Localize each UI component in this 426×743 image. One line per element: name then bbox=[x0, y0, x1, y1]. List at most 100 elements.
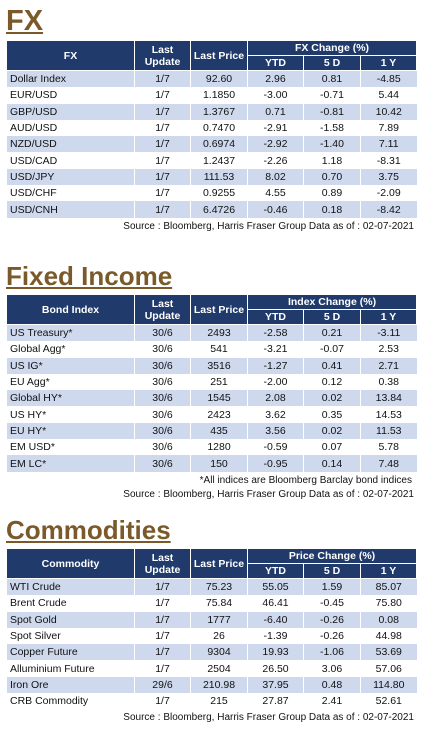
row-value: -0.45 bbox=[303, 595, 361, 612]
fixed-income-table: Bond Index Last Update Last Price Index … bbox=[6, 294, 418, 472]
row-value: -3.00 bbox=[247, 87, 304, 104]
row-label: EUR/USD bbox=[6, 87, 135, 104]
fixed-income-note: *All indices are Bloomberg Barclay bond … bbox=[199, 474, 412, 486]
row-label: USD/CAD bbox=[6, 152, 135, 169]
commodities-section: Commodities Commodity Last Update Last P… bbox=[6, 514, 418, 724]
row-value: 1777 bbox=[190, 611, 248, 628]
row-value: 1/7 bbox=[134, 103, 191, 120]
row-value: 111.53 bbox=[190, 168, 248, 186]
row-value: -1.40 bbox=[303, 136, 361, 153]
row-value: 0.41 bbox=[303, 357, 361, 374]
fx-section: FX FX Last Update Last Price FX Change (… bbox=[6, 4, 417, 232]
row-value: 210.98 bbox=[190, 676, 248, 694]
row-value: 1/7 bbox=[134, 87, 191, 104]
row-value: 1.59 bbox=[303, 578, 361, 596]
row-value: 1/7 bbox=[134, 201, 191, 218]
row-value: -4.85 bbox=[360, 70, 417, 88]
table-row: EU Agg* 30/6 251 -2.00 0.12 0.38 bbox=[6, 373, 417, 391]
fx-header-name: FX bbox=[6, 40, 135, 71]
com-header-name: Commodity bbox=[6, 548, 135, 579]
row-value: 2.08 bbox=[247, 390, 304, 407]
row-value: 30/6 bbox=[134, 422, 191, 440]
row-value: 30/6 bbox=[134, 439, 191, 456]
row-value: 30/6 bbox=[134, 373, 191, 391]
fx-title: FX bbox=[6, 5, 44, 37]
row-value: -0.26 bbox=[303, 611, 361, 628]
row-label: Alluminium Future bbox=[6, 660, 135, 677]
row-value: 0.02 bbox=[303, 390, 361, 407]
row-value: -8.42 bbox=[360, 201, 417, 218]
table-row: Copper Future 1/7 9304 19.93 -1.06 53.69 bbox=[6, 644, 417, 661]
row-value: 3.56 bbox=[247, 422, 304, 440]
commodities-source: Source : Bloomberg, Harris Fraser Group … bbox=[123, 712, 414, 724]
table-row: Global Agg* 30/6 541 -3.21 -0.07 2.53 bbox=[6, 341, 417, 358]
fi-header-5d: 5 D bbox=[303, 309, 361, 325]
row-value: 1/7 bbox=[134, 611, 191, 628]
row-label: Spot Silver bbox=[6, 627, 135, 645]
row-label: Brent Crude bbox=[6, 595, 135, 612]
row-value: 13.84 bbox=[359, 390, 417, 407]
row-value: 0.12 bbox=[303, 373, 361, 391]
row-value: -0.59 bbox=[247, 439, 304, 456]
row-value: 30/6 bbox=[134, 324, 191, 342]
row-value: 541 bbox=[190, 341, 248, 358]
row-label: WTI Crude bbox=[6, 578, 135, 596]
row-value: -1.27 bbox=[247, 357, 304, 374]
row-value: -1.58 bbox=[303, 119, 361, 137]
fx-header-1y: 1 Y bbox=[360, 55, 417, 71]
row-label: US Treasury* bbox=[6, 324, 135, 342]
row-value: 251 bbox=[190, 373, 248, 391]
fx-header-5d: 5 D bbox=[303, 55, 361, 71]
row-value: -6.40 bbox=[247, 611, 304, 628]
row-value: 0.89 bbox=[303, 185, 361, 202]
row-value: 11.53 bbox=[359, 422, 417, 440]
table-row: Global HY* 30/6 1545 2.08 0.02 13.84 bbox=[6, 390, 417, 407]
row-value: 1/7 bbox=[134, 136, 191, 153]
row-label: NZD/USD bbox=[6, 136, 135, 153]
row-value: 30/6 bbox=[134, 390, 191, 407]
row-value: 0.21 bbox=[303, 324, 361, 342]
row-value: -8.31 bbox=[360, 152, 417, 169]
commodities-table: Commodity Last Update Last Price Price C… bbox=[6, 548, 418, 710]
row-value: 3.75 bbox=[360, 168, 417, 186]
row-value: 150 bbox=[190, 455, 248, 472]
row-value: 29/6 bbox=[134, 676, 191, 694]
fx-header-last-price: Last Price bbox=[190, 40, 248, 71]
table-row: US Treasury* 30/6 2493 -2.58 0.21 -3.11 bbox=[6, 324, 417, 342]
row-value: 75.84 bbox=[190, 595, 248, 612]
row-value: 0.70 bbox=[303, 168, 361, 186]
row-label: EU Agg* bbox=[6, 373, 135, 391]
fi-header-1y: 1 Y bbox=[359, 309, 418, 325]
fixed-income-title: Fixed Income bbox=[6, 261, 173, 291]
row-value: -2.00 bbox=[247, 373, 304, 391]
row-value: -3.21 bbox=[247, 341, 304, 358]
row-value: 1280 bbox=[190, 439, 248, 456]
fi-header-name: Bond Index bbox=[6, 294, 135, 325]
row-value: 5.44 bbox=[360, 87, 417, 104]
fx-header-last-update: Last Update bbox=[134, 40, 191, 71]
row-value: 0.08 bbox=[359, 611, 417, 628]
row-value: 0.35 bbox=[303, 406, 361, 423]
table-row: EM USD* 30/6 1280 -0.59 0.07 5.78 bbox=[6, 439, 417, 456]
table-row: USD/CHF 1/7 0.9255 4.55 0.89 -2.09 bbox=[6, 185, 417, 202]
row-value: -0.71 bbox=[303, 87, 361, 104]
row-value: 1545 bbox=[190, 390, 248, 407]
row-value: 75.23 bbox=[190, 578, 248, 596]
com-header-last-price: Last Price bbox=[190, 548, 248, 579]
row-value: 3.62 bbox=[247, 406, 304, 423]
row-value: 1/7 bbox=[134, 693, 191, 710]
row-value: 8.02 bbox=[247, 168, 304, 186]
row-label: USD/CHF bbox=[6, 185, 135, 202]
table-row: AUD/USD 1/7 0.7470 -2.91 -1.58 7.89 bbox=[6, 119, 417, 137]
row-value: 52.61 bbox=[359, 693, 417, 710]
row-value: 26.50 bbox=[247, 660, 304, 677]
row-value: 30/6 bbox=[134, 455, 191, 472]
row-value: 1/7 bbox=[134, 119, 191, 137]
row-value: 14.53 bbox=[359, 406, 417, 423]
row-value: 0.71 bbox=[247, 103, 304, 120]
row-value: -2.09 bbox=[360, 185, 417, 202]
row-value: -2.91 bbox=[247, 119, 304, 137]
row-value: 3516 bbox=[190, 357, 248, 374]
row-value: 1/7 bbox=[134, 70, 191, 88]
row-value: 2.53 bbox=[359, 341, 417, 358]
